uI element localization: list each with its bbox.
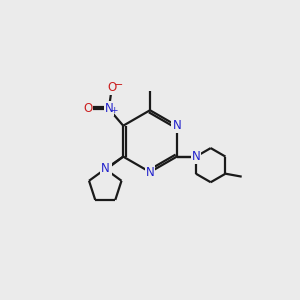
Text: −: − bbox=[114, 80, 123, 90]
Text: N: N bbox=[102, 163, 111, 176]
Text: N: N bbox=[191, 150, 200, 163]
Text: N: N bbox=[191, 150, 200, 163]
Text: N: N bbox=[172, 119, 181, 132]
Text: N: N bbox=[104, 102, 113, 116]
Text: N: N bbox=[146, 166, 154, 178]
Text: O: O bbox=[107, 81, 116, 94]
Text: N: N bbox=[101, 163, 110, 176]
Text: O: O bbox=[83, 102, 92, 116]
Text: +: + bbox=[110, 106, 118, 115]
